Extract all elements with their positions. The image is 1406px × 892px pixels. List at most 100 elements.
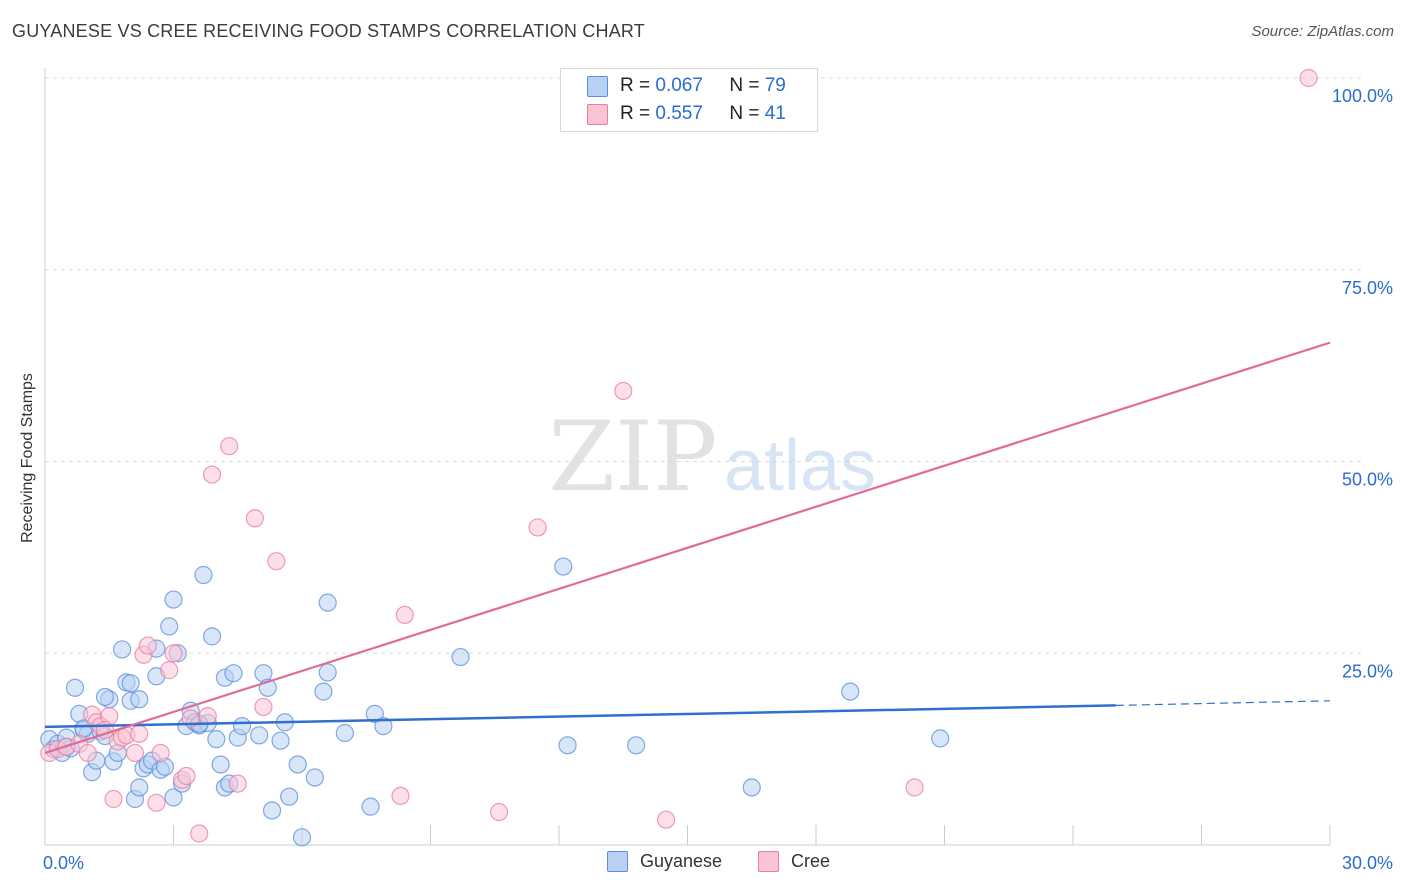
guyanese-point — [271, 731, 290, 750]
cree-point — [130, 724, 149, 743]
n-value: 41 — [764, 103, 786, 124]
guyanese-point — [130, 690, 149, 709]
cree-point — [245, 509, 264, 528]
guyanese-point — [931, 729, 950, 748]
guyanese-point — [374, 717, 393, 736]
cree-point — [228, 774, 247, 793]
guyanese-point — [164, 590, 183, 609]
guyanese-point — [365, 704, 384, 723]
cree-point — [78, 743, 97, 763]
cree-point — [198, 707, 217, 726]
y-tick-label: 100.0% — [1332, 86, 1393, 106]
x-tick-label: 0.0% — [43, 853, 84, 873]
guyanese-point — [292, 828, 312, 847]
guyanese-point — [194, 565, 213, 585]
cree-point — [267, 552, 286, 571]
cree-point — [528, 518, 547, 537]
guyanese-point — [160, 617, 179, 636]
guyanese-point — [250, 726, 269, 745]
guyanese-point — [262, 801, 282, 820]
cree-point — [489, 802, 509, 822]
guyanese-point — [65, 678, 85, 697]
guyanese-point — [318, 593, 337, 612]
guyanese-point — [280, 787, 299, 806]
cree-point — [147, 793, 166, 812]
guyanese-point — [361, 797, 380, 816]
legend-item-guyanese: Guyanese — [607, 851, 722, 872]
cree-point — [164, 644, 183, 663]
cree-point — [614, 381, 633, 401]
guyanese-point — [451, 647, 470, 667]
cree-point — [1299, 68, 1318, 88]
cree-point — [190, 824, 209, 843]
y-tick-label: 25.0% — [1342, 661, 1393, 681]
guyanese-point — [288, 755, 307, 774]
cree-point — [125, 743, 145, 763]
cree-point — [104, 789, 123, 809]
guyanese-point — [318, 663, 337, 682]
guyanese-point — [207, 730, 226, 749]
guyanese-point — [202, 627, 222, 646]
guyanese-point — [626, 736, 646, 755]
cree-point — [395, 605, 414, 625]
guyanese-point — [211, 755, 230, 774]
guyanese-trend-extension — [1115, 700, 1331, 707]
y-tick-label: 50.0% — [1342, 470, 1393, 490]
r-label: R = — [620, 75, 651, 96]
legend-label: Cree — [791, 851, 831, 871]
cree-point — [254, 697, 273, 717]
cree-point — [905, 778, 924, 797]
cree-point — [220, 437, 239, 456]
cree-point — [391, 786, 410, 806]
series-legend: Guyanese Cree — [0, 851, 1406, 877]
guyanese-point — [130, 778, 149, 797]
trend-lines — [44, 341, 1331, 755]
guyanese-point — [305, 768, 324, 787]
cree-swatch — [587, 103, 608, 125]
guyanese-point — [95, 687, 115, 707]
guyanese-point — [558, 736, 577, 755]
cree-swatch — [758, 851, 779, 872]
chart-title: GUYANESE VS CREE RECEIVING FOOD STAMPS C… — [12, 21, 645, 41]
gridlines — [45, 77, 1365, 654]
y-axis-title: Receiving Food Stamps — [19, 373, 36, 543]
tick-labels: 25.0% 50.0% 75.0% 100.0% 0.0% 30.0% — [43, 86, 1393, 873]
cree-point — [656, 810, 676, 829]
watermark: ZIP atlas — [548, 401, 876, 513]
guyanese-point — [121, 674, 140, 693]
cree-point — [138, 636, 157, 655]
cree-trend-line — [44, 341, 1331, 755]
guyanese-point — [164, 788, 183, 807]
n-value: 79 — [764, 75, 786, 96]
watermark-atlas: atlas — [724, 426, 876, 506]
legend-item-cree: Cree — [758, 851, 830, 872]
r-value: 0.557 — [655, 103, 703, 124]
guyanese-point — [112, 640, 132, 659]
x-tick-label: 30.0% — [1342, 853, 1393, 873]
guyanese-point — [841, 682, 860, 701]
n-label: N = — [729, 75, 760, 96]
cree-point — [177, 766, 196, 786]
guyanese-point — [554, 557, 573, 576]
guyanese-points — [40, 557, 950, 847]
y-tick-label: 75.0% — [1342, 278, 1393, 298]
r-label: R = — [620, 103, 651, 124]
legend-label: Guyanese — [640, 851, 723, 871]
cree-point — [160, 661, 179, 680]
r-value: 0.067 — [655, 75, 703, 96]
guyanese-point — [335, 723, 354, 743]
source-label: Source: ZipAtlas.com — [1251, 23, 1394, 40]
guyanese-point — [314, 682, 333, 701]
cree-point — [202, 465, 222, 484]
guyanese-swatch — [587, 75, 608, 97]
guyanese-swatch — [607, 851, 628, 872]
guyanese-point — [742, 778, 761, 797]
correlation-legend: R = 0.067 N = 79 R = 0.557 N = 41 — [560, 68, 818, 132]
guyanese-point — [232, 717, 252, 736]
n-label: N = — [729, 103, 760, 124]
guyanese-trend-line — [44, 704, 1116, 729]
watermark-zip: ZIP — [548, 401, 717, 513]
guyanese-point — [224, 664, 243, 683]
cree-point — [151, 743, 170, 763]
